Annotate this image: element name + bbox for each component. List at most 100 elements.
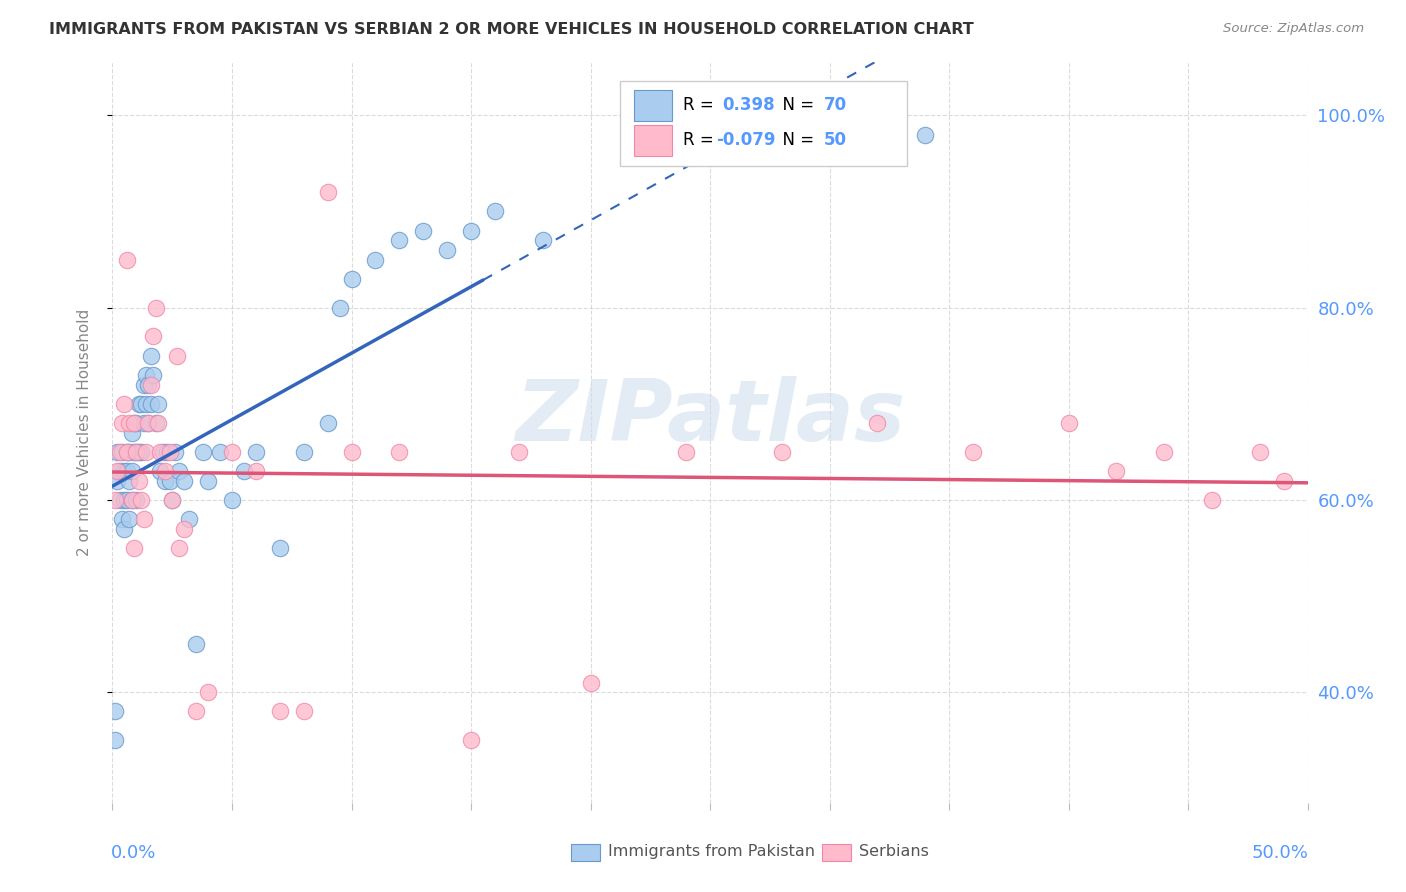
Point <box>269 541 291 555</box>
Point <box>129 397 152 411</box>
Point <box>142 368 165 382</box>
Point <box>138 416 160 430</box>
Point <box>121 492 143 507</box>
Point <box>197 685 219 699</box>
Point <box>129 492 152 507</box>
Point <box>1153 445 1175 459</box>
Point <box>245 445 267 459</box>
Point <box>105 464 128 478</box>
Point <box>118 474 141 488</box>
Point <box>108 492 131 507</box>
Text: IMMIGRANTS FROM PAKISTAN VS SERBIAN 2 OR MORE VEHICLES IN HOUSEHOLD CORRELATION : IMMIGRANTS FROM PAKISTAN VS SERBIAN 2 OR… <box>49 22 974 37</box>
Text: Immigrants from Pakistan: Immigrants from Pakistan <box>609 844 815 859</box>
Point <box>139 377 162 392</box>
Point <box>125 492 148 507</box>
Point <box>121 492 143 507</box>
Point <box>118 512 141 526</box>
Point <box>108 464 131 478</box>
Point <box>186 705 208 719</box>
Point <box>159 445 181 459</box>
Point <box>209 445 232 459</box>
Point <box>111 445 134 459</box>
Point <box>484 204 506 219</box>
Point <box>770 445 793 459</box>
Text: 0.398: 0.398 <box>723 96 775 114</box>
Point <box>142 329 165 343</box>
Point <box>340 272 363 286</box>
Point <box>1057 416 1080 430</box>
Point <box>121 425 143 440</box>
Text: 50: 50 <box>824 131 846 149</box>
Point <box>186 637 208 651</box>
Point <box>193 445 215 459</box>
Point <box>135 445 157 459</box>
Text: 50.0%: 50.0% <box>1251 844 1309 862</box>
Point <box>1249 445 1271 459</box>
Text: -0.079: -0.079 <box>716 131 776 149</box>
Point <box>128 474 150 488</box>
Text: 0.0%: 0.0% <box>111 844 156 862</box>
Point <box>139 397 162 411</box>
Text: N =: N = <box>772 131 820 149</box>
Point <box>156 445 179 459</box>
Point <box>145 416 167 430</box>
Point <box>364 252 387 267</box>
Point <box>122 445 145 459</box>
Point <box>114 522 135 536</box>
Point <box>114 464 135 478</box>
Point <box>115 445 138 459</box>
Point <box>139 349 162 363</box>
Point <box>132 377 155 392</box>
Point <box>221 492 243 507</box>
Point <box>135 397 157 411</box>
Point <box>962 445 984 459</box>
Point <box>104 492 127 507</box>
Point <box>115 492 138 507</box>
Point <box>508 445 530 459</box>
Point <box>173 474 195 488</box>
Point <box>163 445 186 459</box>
Point <box>129 445 152 459</box>
Text: Source: ZipAtlas.com: Source: ZipAtlas.com <box>1223 22 1364 36</box>
Point <box>316 416 339 430</box>
Point <box>197 474 219 488</box>
Point <box>221 445 243 459</box>
Point <box>162 492 183 507</box>
Point <box>125 445 148 459</box>
Point <box>145 301 167 315</box>
Point <box>866 416 889 430</box>
Text: N =: N = <box>772 96 820 114</box>
Point <box>135 368 157 382</box>
Point <box>675 445 697 459</box>
Point <box>128 397 150 411</box>
Point <box>122 416 145 430</box>
Point <box>149 464 172 478</box>
Point <box>104 705 127 719</box>
Point <box>121 464 143 478</box>
Point <box>169 541 191 555</box>
Point <box>105 474 128 488</box>
Point <box>125 416 148 430</box>
Point <box>579 675 602 690</box>
Point <box>118 445 141 459</box>
Point <box>153 474 176 488</box>
Point <box>138 416 160 430</box>
Point <box>105 445 128 459</box>
Point <box>149 445 172 459</box>
Point <box>115 252 138 267</box>
Point <box>245 464 267 478</box>
Point <box>132 416 155 430</box>
Point <box>118 416 141 430</box>
Point <box>111 416 134 430</box>
Point <box>460 224 482 238</box>
Point <box>173 522 195 536</box>
Point <box>108 445 131 459</box>
FancyBboxPatch shape <box>571 844 600 862</box>
Point <box>114 397 135 411</box>
Point <box>292 445 315 459</box>
Point <box>388 445 411 459</box>
Point <box>1105 464 1128 478</box>
Text: Serbians: Serbians <box>859 844 929 859</box>
Point <box>388 233 411 247</box>
Point <box>340 445 363 459</box>
